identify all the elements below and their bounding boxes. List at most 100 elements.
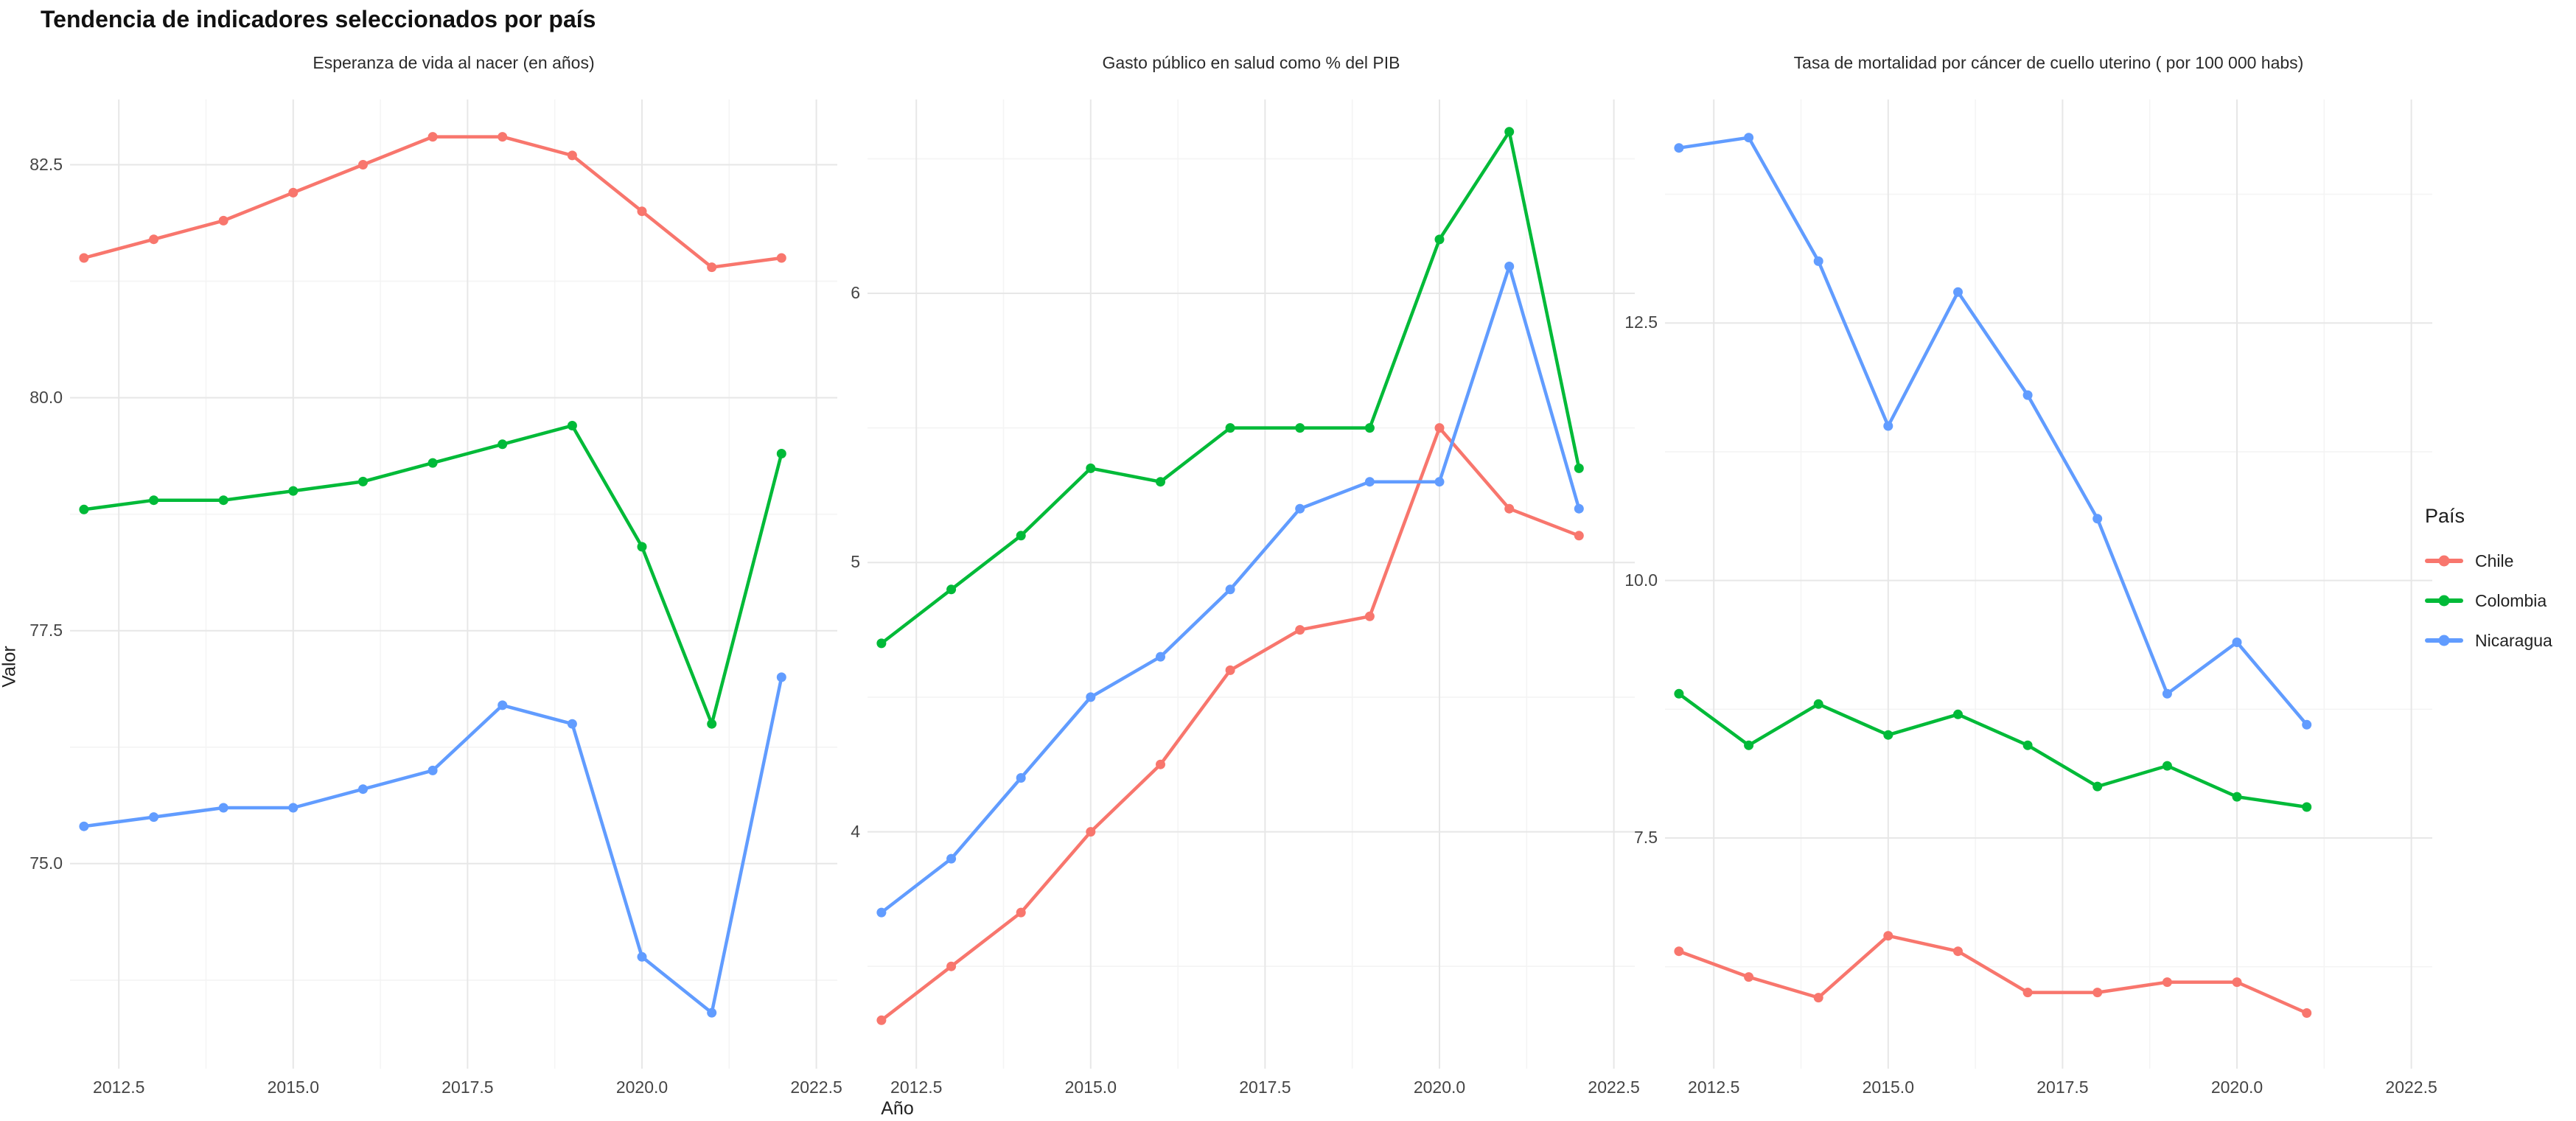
data-point-nicaragua-2016 [358,784,368,795]
data-point-chile-2019 [2162,977,2172,988]
facet-title-mortalidad: Tasa de mortalidad por cáncer de cuello … [1793,53,2304,72]
data-point-chile-2015 [1086,827,1096,837]
data-point-nicaragua-2018 [498,700,508,710]
y-tick-label: 5 [851,552,860,572]
legend-item-nicaragua: Nicaragua [2425,626,2552,654]
data-point-chile-2015 [1883,931,1893,941]
data-point-nicaragua-2020 [1434,477,1445,487]
data-point-chile-2022 [1574,531,1584,541]
data-point-colombia-2021 [2302,802,2312,812]
data-point-chile-2019 [567,150,577,161]
data-point-colombia-2016 [1953,709,1963,719]
data-point-nicaragua-2018 [1295,503,1305,514]
data-point-chile-2017 [2022,988,2033,998]
data-point-colombia-2014 [218,495,228,506]
data-point-chile-2017 [427,132,438,142]
series-line-chile [879,426,1581,1022]
plot-area-mortalidad [1665,99,2432,1069]
data-point-nicaragua-2013 [1744,133,1754,143]
facet-title-esperanza: Esperanza de vida al nacer (en años) [313,53,595,72]
legend-title: País [2425,505,2465,527]
data-point-colombia-2018 [1295,423,1305,433]
data-point-nicaragua-2012 [1674,143,1684,153]
data-point-chile-2013 [149,234,159,245]
series-line-colombia [1677,692,2308,809]
data-point-nicaragua-2021 [1504,262,1515,271]
x-tick-label: 2012.5 [890,1078,943,1097]
data-point-colombia-2012 [79,504,89,514]
nicaragua-line-swatch-icon [2425,635,2463,646]
data-point-nicaragua-2014 [1016,773,1026,783]
series-line-colombia [879,130,1581,646]
data-point-chile-2020 [1434,423,1445,433]
data-point-chile-2012 [1674,946,1684,957]
data-point-colombia-2015 [1883,730,1893,740]
data-point-chile-2020 [2232,977,2242,988]
data-point-colombia-2021 [1504,127,1515,137]
colombia-line-swatch-icon [2425,595,2463,607]
data-point-nicaragua-2021 [2302,719,2312,730]
y-tick-label: 7.5 [1634,827,1658,847]
data-point-chile-2013 [946,961,957,971]
data-point-colombia-2020 [1434,234,1445,245]
data-point-colombia-2012 [1674,688,1684,699]
data-point-colombia-2015 [288,486,299,496]
x-tick-label: 2020.0 [2210,1078,2263,1097]
data-point-colombia-2017 [427,458,438,468]
y-tick-label: 4 [851,821,860,841]
data-point-nicaragua-2017 [427,765,438,775]
x-tick-label: 2022.5 [790,1078,842,1097]
data-point-chile-2019 [1364,611,1375,621]
x-tick-label: 2022.5 [1588,1078,1640,1097]
data-point-nicaragua-2021 [707,1007,717,1018]
plot-area-gasto [868,99,1635,1069]
y-tick-label: 6 [851,283,860,302]
data-point-nicaragua-2017 [1225,584,1235,595]
data-point-nicaragua-2015 [288,803,299,813]
data-point-colombia-2013 [946,584,957,595]
series-line-nicaragua [82,675,783,1015]
data-point-nicaragua-2014 [1813,256,1823,266]
data-point-nicaragua-2020 [2232,638,2242,647]
legend-label-colombia: Colombia [2475,590,2547,610]
data-point-nicaragua-2018 [2092,514,2103,524]
data-point-colombia-2019 [2162,761,2172,771]
data-point-colombia-2013 [1744,740,1754,750]
data-point-nicaragua-2013 [149,812,159,823]
x-tick-label: 2015.0 [267,1078,319,1097]
x-tick-label: 2012.5 [1688,1078,1740,1097]
series-line-nicaragua [1677,136,2308,727]
data-point-colombia-2022 [1574,463,1584,473]
data-point-chile-2018 [1295,625,1305,635]
facet-title-gasto: Gasto público en salud como % del PIB [1102,53,1400,72]
x-tick-label: 2017.5 [2036,1078,2089,1097]
data-point-colombia-2016 [1156,477,1165,487]
y-tick-label: 77.5 [29,620,63,640]
x-axis-label: Año [881,1098,914,1119]
data-point-colombia-2014 [1016,531,1026,541]
data-point-chile-2012 [79,253,89,263]
data-point-chile-2016 [1156,759,1165,769]
x-tick-label: 2015.0 [1064,1078,1117,1097]
data-point-chile-2012 [876,1015,887,1025]
data-point-nicaragua-2020 [637,951,647,962]
data-point-nicaragua-2015 [1086,692,1096,702]
chile-line-swatch-icon [2425,555,2463,567]
data-point-chile-2021 [1504,503,1515,514]
data-point-chile-2014 [218,215,228,226]
legend-label-nicaragua: Nicaragua [2475,630,2552,650]
data-point-chile-2016 [1953,946,1963,957]
x-tick-label: 2012.5 [93,1078,145,1097]
data-point-nicaragua-2015 [1883,421,1893,431]
data-point-chile-2014 [1016,907,1026,918]
data-point-chile-2021 [707,262,717,273]
data-point-nicaragua-2022 [1574,503,1584,514]
data-point-chile-2020 [637,206,647,217]
x-tick-label: 2017.5 [441,1078,494,1097]
data-point-chile-2018 [498,132,508,142]
data-point-colombia-2020 [637,542,647,552]
data-point-nicaragua-2019 [1364,477,1375,487]
data-point-colombia-2015 [1086,463,1096,473]
data-point-chile-2015 [288,187,299,198]
